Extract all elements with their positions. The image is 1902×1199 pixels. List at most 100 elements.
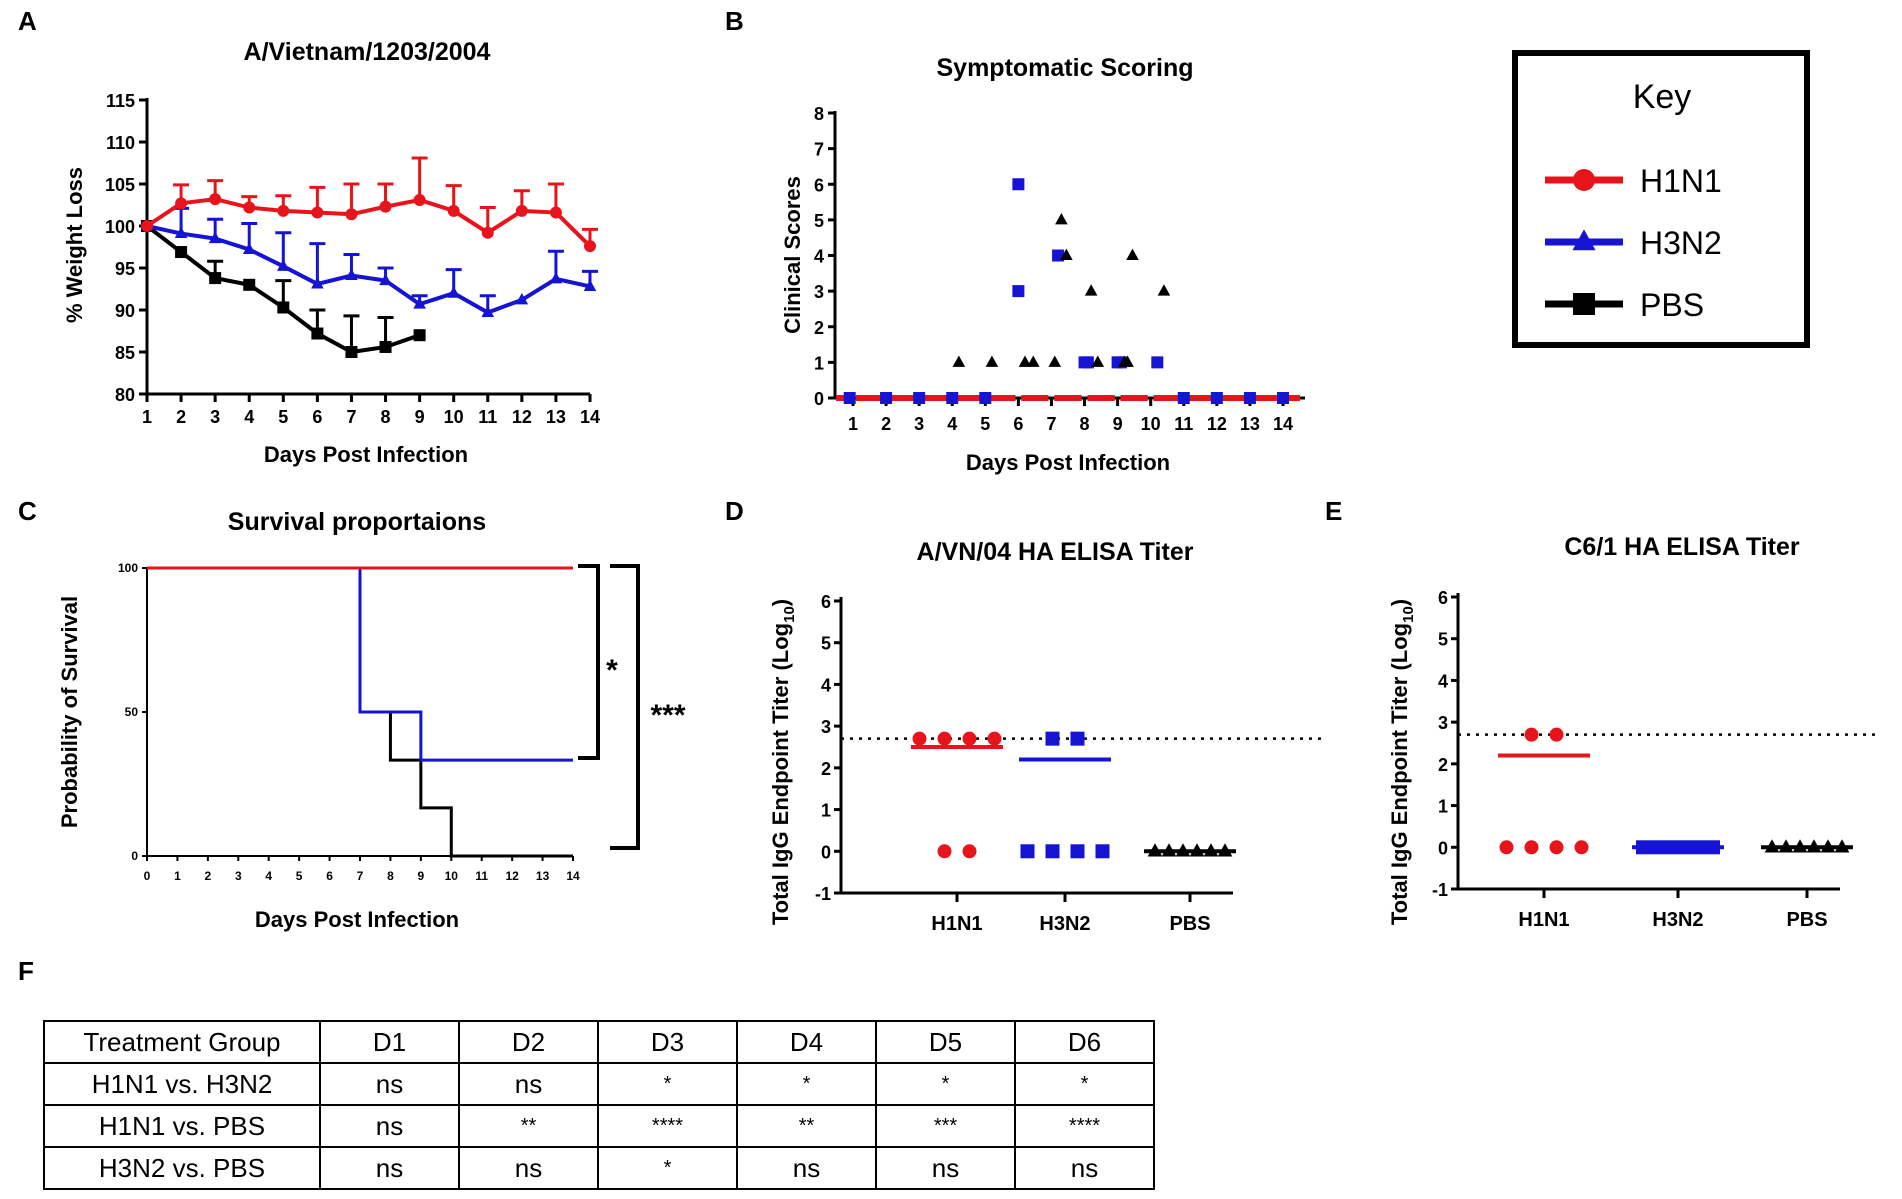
chart-b-point-h3n2 bbox=[1177, 392, 1190, 404]
table-header-row: Treatment Group D1 D2 D3 D4 D5 D6 bbox=[43, 1020, 1155, 1064]
chart-a-ytick-label: 95 bbox=[115, 259, 135, 279]
chart-a-xtick-label: 9 bbox=[415, 407, 425, 427]
table-header-cell: D5 bbox=[875, 1020, 1016, 1064]
table-header-cell: D4 bbox=[736, 1020, 877, 1064]
chart-b-point-h1n1 bbox=[968, 395, 983, 401]
chart-b-point-h3n2 bbox=[1210, 392, 1223, 404]
chart-b-xtick-label: 11 bbox=[1174, 414, 1193, 434]
chart-d-point-h3n2 bbox=[1070, 731, 1085, 746]
chart-b-xtick-label: 12 bbox=[1207, 414, 1227, 434]
chart-d-ytick-label: 4 bbox=[821, 675, 831, 695]
chart-a-xtick-label: 2 bbox=[176, 407, 186, 427]
chart-a-point-h3n2 bbox=[379, 273, 392, 286]
chart-b-point-h3n2 bbox=[913, 392, 926, 404]
panel-label-d: D bbox=[725, 496, 744, 526]
chart-a-point-h3n2 bbox=[481, 305, 495, 318]
table-cell: **** bbox=[597, 1104, 738, 1148]
chart-a-xtick-label: 12 bbox=[512, 407, 532, 427]
table-cell: ns bbox=[319, 1146, 460, 1190]
chart-d-ytick-label: 0 bbox=[821, 842, 831, 862]
table-row: H3N2 vs. PBS ns ns * ns ns ns bbox=[43, 1146, 1155, 1190]
chart-b-point-h3n2 bbox=[1012, 178, 1025, 191]
chart-b-point-h1n1 bbox=[1034, 395, 1049, 401]
chart-b-point-h1n1 bbox=[869, 395, 884, 401]
chart-d-point-h1n1 bbox=[912, 731, 927, 746]
table-header-cell: D1 bbox=[319, 1020, 460, 1064]
chart-e-category-label: H1N1 bbox=[1518, 909, 1569, 931]
table-cell: ns bbox=[458, 1146, 599, 1190]
table-row-label: H1N1 vs. PBS bbox=[43, 1104, 321, 1148]
table-cell: * bbox=[736, 1062, 877, 1106]
chart-b-point-h1n1 bbox=[1285, 395, 1300, 401]
table-cell: ns bbox=[736, 1146, 877, 1190]
chart-e-point-h1n1 bbox=[1524, 727, 1539, 742]
chart-a-point-h1n1 bbox=[379, 200, 392, 213]
chart-b-point-h3n2 bbox=[1277, 392, 1289, 404]
table-cell: *** bbox=[875, 1104, 1016, 1148]
chart-b-point-h1n1 bbox=[889, 395, 903, 401]
chart-a-point-pbs bbox=[379, 340, 392, 353]
chart-a-point-h3n2 bbox=[277, 259, 290, 271]
chart-a-xtick-label: 10 bbox=[444, 407, 464, 427]
chart-d-ytick-label: 2 bbox=[821, 759, 831, 779]
chart-a-point-h3n2 bbox=[311, 277, 324, 289]
table-row: H1N1 vs. PBS ns ** **** ** *** **** bbox=[43, 1104, 1155, 1148]
chart-b-point-h1n1 bbox=[1219, 395, 1234, 401]
chart-b-xtick-label: 7 bbox=[1046, 414, 1056, 434]
chart-d-point-h1n1 bbox=[987, 731, 1002, 746]
chart-a-point-h1n1 bbox=[345, 208, 358, 221]
chart-d-ytick-label: 6 bbox=[821, 592, 831, 612]
chart-a-ytick-label: 80 bbox=[115, 385, 135, 405]
chart-b-xtick-label: 9 bbox=[1113, 414, 1123, 434]
chart-a-point-h1n1 bbox=[277, 204, 290, 217]
chart-a-point-h1n1 bbox=[243, 201, 256, 214]
chart-b-point-h1n1 bbox=[1233, 395, 1247, 401]
chart-e-point-h1n1 bbox=[1549, 840, 1564, 855]
chart-c-xtick-label: 7 bbox=[357, 869, 364, 883]
table-row: H1N1 vs. H3N2 ns ns * * * * bbox=[43, 1062, 1155, 1106]
legend-title: Key bbox=[1633, 78, 1692, 116]
chart-a-point-h3n2 bbox=[242, 242, 256, 255]
table-cell: ns bbox=[319, 1104, 460, 1148]
chart-b-point-h1n1 bbox=[1021, 395, 1036, 401]
chart-a-point-pbs bbox=[311, 327, 324, 340]
chart-a-point-h3n2 bbox=[515, 293, 529, 305]
chart-e-point-h1n1 bbox=[1524, 840, 1539, 855]
chart-b-xlabel: Days Post Infection bbox=[966, 450, 1170, 475]
chart-a-ytick-label: 110 bbox=[106, 133, 135, 153]
chart-a-point-h3n2 bbox=[549, 272, 563, 284]
chart-b-point-h3n2 bbox=[843, 392, 856, 404]
chart-a-point-h1n1 bbox=[481, 226, 494, 239]
chart-e-point-h1n1 bbox=[1499, 840, 1514, 855]
chart-e-ytick-label: 6 bbox=[1438, 588, 1448, 608]
chart-b-title: Symptomatic Scoring bbox=[937, 54, 1194, 82]
chart-e-ylabel: Total IgG Endpoint Titer (Log10) bbox=[1387, 599, 1417, 925]
chart-b-xtick-label: 1 bbox=[848, 414, 858, 434]
chart-a-ytick-label: 115 bbox=[106, 91, 135, 111]
chart-b-point-h3n2 bbox=[946, 392, 959, 404]
chart-e-plot: -1 0 1 2 3 4 5 6 H1N1 H3N2 PBS bbox=[1432, 588, 1880, 931]
chart-c-xtick-label: 5 bbox=[296, 869, 303, 883]
chart-b-point-pbs bbox=[985, 355, 999, 367]
chart-a-line-h3n2 bbox=[146, 224, 591, 315]
chart-b-point-pbs bbox=[952, 355, 966, 367]
table-row-label: H3N2 vs. PBS bbox=[43, 1146, 321, 1190]
chart-a-xtick-label: 13 bbox=[546, 407, 566, 427]
chart-a-point-h3n2 bbox=[413, 297, 426, 309]
chart-e-category-label: PBS bbox=[1786, 909, 1827, 931]
chart-d-category-label: H3N2 bbox=[1039, 913, 1090, 935]
chart-c-sig-star: *** bbox=[650, 699, 685, 732]
table-header-cell: D3 bbox=[597, 1020, 738, 1064]
legend-label-1: H3N2 bbox=[1640, 225, 1722, 261]
chart-b-point-pbs bbox=[1055, 212, 1068, 225]
chart-a-point-h3n2 bbox=[345, 268, 358, 281]
chart-b-ytick-label: 0 bbox=[814, 389, 824, 409]
chart-e-ytick-label: 5 bbox=[1438, 630, 1448, 650]
panel-label-c: C bbox=[18, 496, 37, 526]
chart-d-ylabel: Total IgG Endpoint Titer (Log10) bbox=[768, 599, 798, 925]
chart-b-point-h1n1 bbox=[855, 395, 870, 401]
table-cell: ns bbox=[1014, 1146, 1155, 1190]
chart-c-xtick-label: 0 bbox=[144, 869, 151, 883]
chart-c-xtick-label: 8 bbox=[387, 869, 394, 883]
